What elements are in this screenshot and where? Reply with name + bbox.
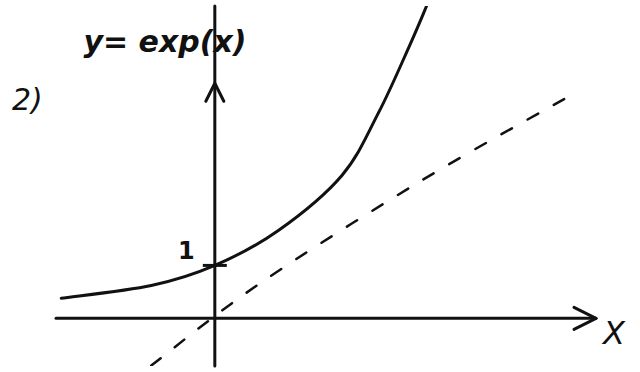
y-arrow — [206, 83, 224, 101]
dashed-line — [151, 96, 569, 365]
plot-area — [61, 6, 569, 365]
y-axis — [213, 86, 216, 366]
chart: 1 y= exp(x) 2) X — [0, 0, 640, 372]
annotation: 2) — [12, 82, 43, 117]
curve — [61, 6, 426, 298]
title: y= exp(x) — [83, 24, 246, 59]
y-tick-label: 1 — [178, 237, 195, 265]
x-axis — [56, 317, 596, 320]
x-axis-label: X — [601, 314, 626, 352]
x-arrow — [574, 307, 596, 329]
